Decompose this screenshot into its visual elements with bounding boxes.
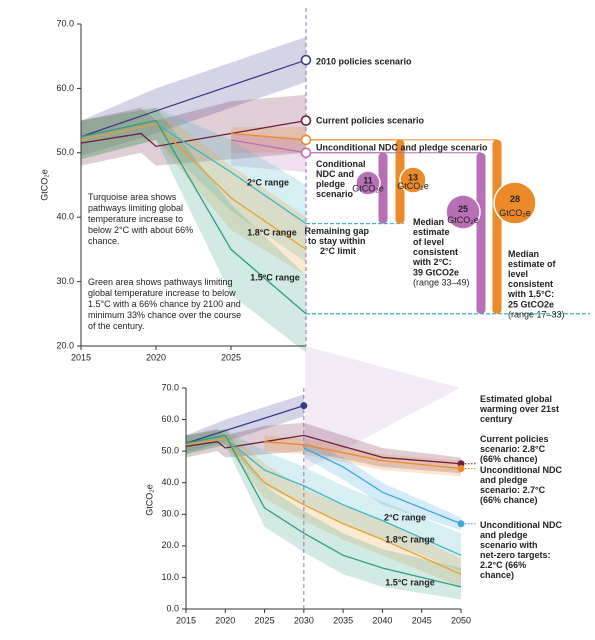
range-band — [81, 107, 306, 263]
y-tick-label: 30.0 — [161, 509, 179, 519]
y-tick-label: 20.0 — [56, 340, 74, 350]
series-label: 2°C range — [247, 177, 289, 187]
series-line — [185, 437, 462, 575]
range-band — [81, 107, 306, 353]
annotation: Median estimate of level consistent with… — [507, 249, 558, 299]
gap-unit: GtCO₂e — [499, 208, 531, 218]
series-line — [80, 119, 307, 148]
x-tick-label: 2020 — [146, 352, 166, 362]
series-line — [185, 405, 305, 444]
y-tick-label: 60.0 — [161, 414, 179, 424]
gap-bar — [378, 152, 388, 224]
end-marker — [300, 115, 312, 126]
range-band — [186, 429, 461, 572]
x-tick-label: 2015 — [71, 352, 91, 362]
annotation: Turquoise area shows pathways limiting g… — [88, 192, 196, 246]
x-tick-label: 2015 — [176, 615, 196, 625]
annotation: Green area shows pathways limiting globa… — [88, 277, 244, 331]
gap-bar — [476, 152, 486, 314]
gap-value: 25 — [458, 204, 468, 214]
range-band — [186, 394, 304, 453]
series-line — [230, 132, 307, 141]
gap-value: 13 — [408, 172, 418, 182]
end-marker — [300, 54, 312, 66]
gap-bubble — [445, 194, 481, 230]
y-tick-label: 10.0 — [161, 572, 179, 582]
series-label: 1.5°C range — [250, 272, 300, 282]
series-line — [264, 441, 462, 470]
gap-unit: GtCO₂e — [447, 215, 479, 225]
end-marker — [457, 520, 465, 528]
gap-value: 28 — [510, 194, 520, 204]
gap-value: 11 — [363, 176, 373, 186]
series-label: Conditional NDC and pledge scenario — [316, 159, 368, 199]
y-tick-label: 60.0 — [56, 83, 74, 93]
series-label: 1.8°C range — [247, 227, 297, 237]
range-band — [81, 36, 306, 157]
series-line — [303, 447, 462, 525]
series-label: 1.8°C range — [385, 534, 435, 544]
x-tick-label: 2050 — [451, 615, 471, 625]
y-tick-label: 50.0 — [161, 446, 179, 456]
y-tick-label: 0.0 — [166, 603, 179, 613]
x-tick-label: 2030 — [294, 615, 314, 625]
y-tick-label: 70.0 — [56, 18, 74, 28]
gap-bar — [492, 139, 502, 314]
y-tick-label: 20.0 — [161, 540, 179, 550]
annotation: (range 17–33) — [508, 309, 565, 319]
x-tick-label: 2040 — [372, 615, 392, 625]
series-line — [80, 59, 307, 138]
x-tick-label: 2025 — [255, 615, 275, 625]
series-line — [185, 434, 462, 588]
annotation: Estimated global warming over 21st centu… — [479, 394, 562, 424]
y-tick-label: 70.0 — [161, 382, 179, 392]
series-label: Current policies scenario: 2.8°C (66% ch… — [480, 434, 551, 464]
series-label: Current policies scenario — [316, 115, 425, 125]
series-label: Unconditional NDC and pledge scenario — [316, 142, 488, 152]
y-tick-label: 50.0 — [56, 147, 74, 157]
gap-unit: GtCO₂e — [397, 181, 429, 191]
y-tick-label: 40.0 — [56, 212, 74, 222]
y-tick-label: 40.0 — [161, 477, 179, 487]
annotation: Remaining gap to stay within 2°C limit — [304, 226, 371, 256]
series-line — [185, 434, 462, 465]
series-line — [230, 139, 307, 154]
series-line — [80, 119, 307, 315]
annotation: (range 33–49) — [413, 277, 470, 287]
x-tick-label: 2020 — [215, 615, 235, 625]
range-band — [186, 429, 461, 587]
range-band — [264, 435, 461, 477]
x-tick-label: 2045 — [412, 615, 432, 625]
range-band — [81, 107, 306, 276]
zoom-funnel — [305, 346, 460, 470]
range-band — [231, 127, 306, 153]
y-axis-label: GtCO₂e — [144, 484, 154, 516]
y-tick-label: 30.0 — [56, 276, 74, 286]
end-marker — [300, 402, 308, 410]
range-band — [81, 94, 306, 166]
end-marker — [300, 134, 312, 146]
gap-bubble — [355, 170, 381, 196]
series-label: 1.5°C range — [385, 577, 435, 587]
end-marker — [300, 147, 312, 159]
range-band — [186, 422, 461, 474]
gap-unit: GtCO₂e — [352, 183, 384, 193]
series-label: Unconditional NDC and pledge scenario: 2… — [480, 465, 565, 505]
annotation: Median estimate of level consistent with… — [412, 217, 461, 267]
series-label: 2010 policies scenario — [316, 56, 412, 66]
series-line — [80, 123, 307, 250]
y-axis-label: GtCO₂e — [39, 169, 49, 201]
end-marker — [457, 465, 465, 473]
annotation: 25 GtCO2e — [508, 299, 554, 309]
gap-bubble — [399, 166, 427, 194]
x-tick-label: 2035 — [333, 615, 353, 625]
series-label: Unconditional NDC and pledge scenario wi… — [480, 520, 565, 580]
x-tick-label: 2025 — [221, 352, 241, 362]
series-label: 2°C range — [384, 512, 426, 522]
annotation: 39 GtCO2e — [413, 267, 459, 277]
gap-bubble — [493, 181, 537, 225]
